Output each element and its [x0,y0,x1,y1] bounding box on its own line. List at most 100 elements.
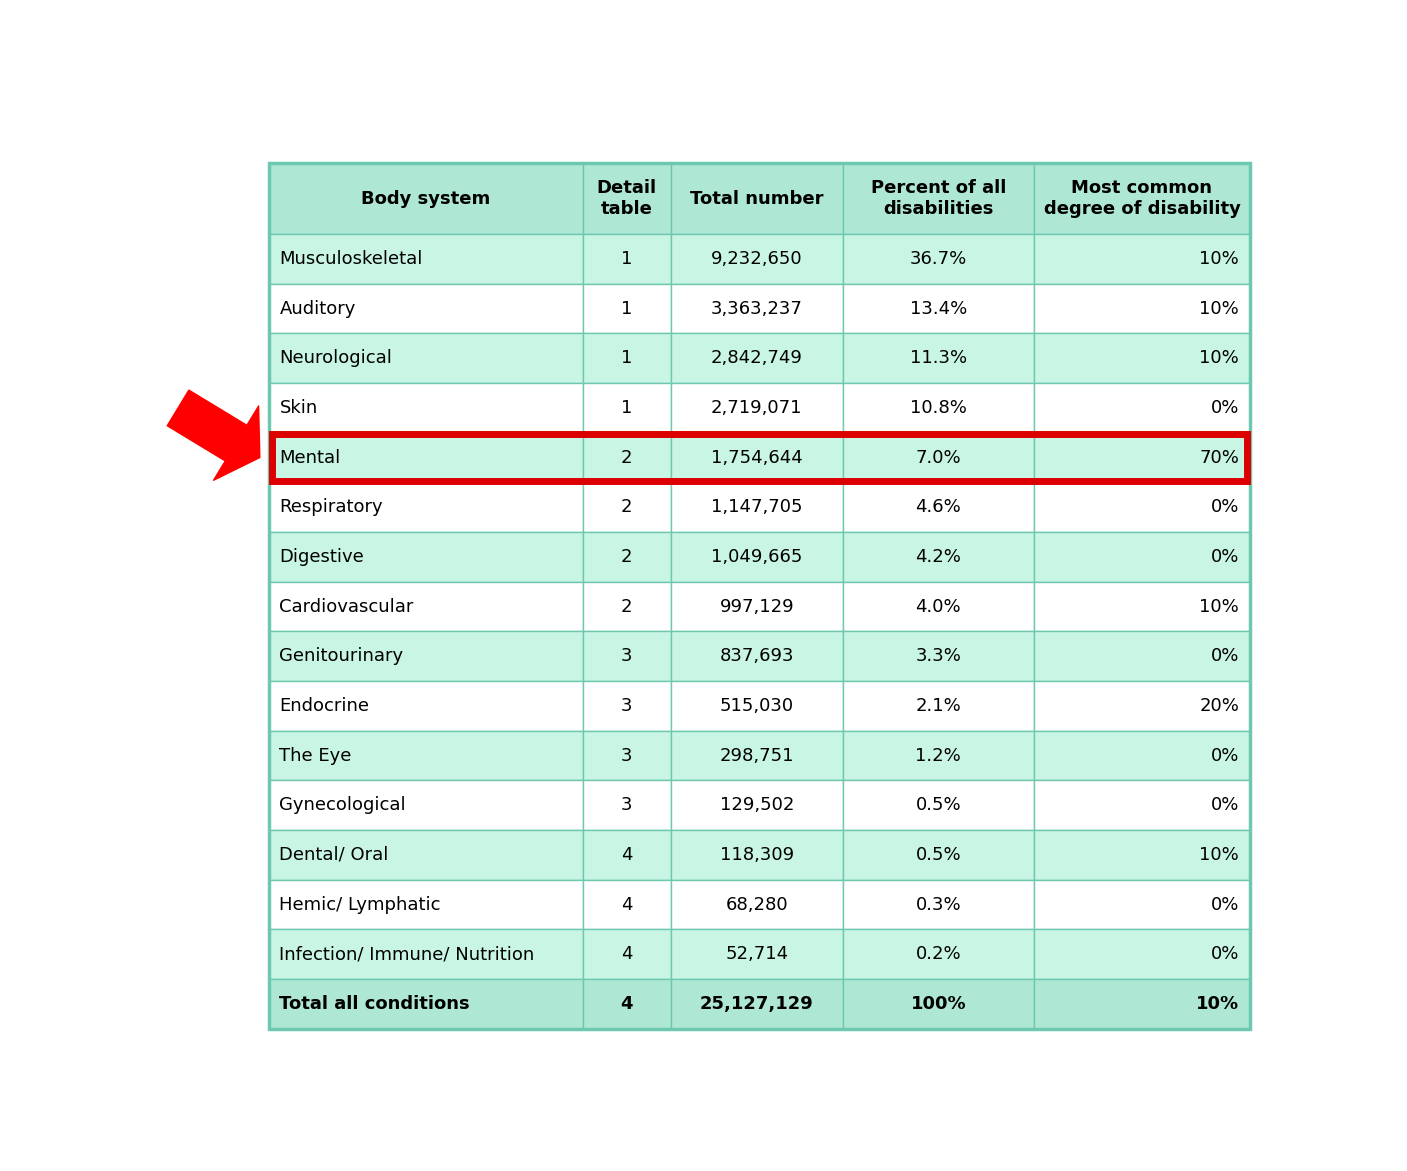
Bar [269,582,582,631]
Text: 68,280: 68,280 [726,896,788,913]
Text: 1: 1 [620,399,633,417]
Text: 52,714: 52,714 [725,945,788,964]
Text: Hemic/ Lymphatic: Hemic/ Lymphatic [280,896,440,913]
Bar [582,682,671,731]
Text: Percent of all
disabilities: Percent of all disabilities [871,179,1006,218]
Text: 4: 4 [620,896,633,913]
Text: Most common
degree of disability: Most common degree of disability [1044,179,1241,218]
Bar [1034,532,1249,582]
Text: 10%: 10% [1199,597,1240,616]
Bar [671,482,843,532]
Text: Auditory: Auditory [280,300,356,317]
Bar [269,532,582,582]
Bar [269,780,582,830]
Bar [269,879,582,930]
Text: 10%: 10% [1196,995,1240,1013]
Bar [1034,582,1249,631]
Bar [272,434,1247,481]
Text: 2: 2 [620,498,633,516]
Bar [269,234,582,283]
Text: Skin: Skin [280,399,318,417]
Text: Mental: Mental [280,448,340,466]
Text: 10%: 10% [1199,349,1240,368]
Text: 1: 1 [620,249,633,268]
Text: 2: 2 [620,448,633,466]
Text: Total all conditions: Total all conditions [280,995,470,1013]
Text: The Eye: The Eye [280,747,352,765]
Bar [843,631,1034,682]
Bar [671,283,843,334]
Text: 4.6%: 4.6% [916,498,961,516]
Bar [582,631,671,682]
Text: 997,129: 997,129 [719,597,794,616]
Bar [671,383,843,433]
Text: Gynecological: Gynecological [280,796,407,814]
Bar [582,334,671,383]
Text: 2: 2 [620,548,633,566]
Bar [582,383,671,433]
Bar [843,334,1034,383]
Text: Total number: Total number [689,190,823,207]
Bar [843,482,1034,532]
Text: 3: 3 [620,796,633,814]
Text: 1: 1 [620,300,633,317]
Text: 515,030: 515,030 [720,697,794,714]
Bar [671,631,843,682]
Text: 4.0%: 4.0% [916,597,961,616]
Bar [1034,334,1249,383]
Text: 0%: 0% [1210,747,1240,765]
Bar [843,383,1034,433]
Bar [843,433,1034,482]
Text: 0.5%: 0.5% [916,796,961,814]
Bar [1034,979,1249,1028]
Text: 3,363,237: 3,363,237 [711,300,803,317]
Bar [843,731,1034,780]
Bar [671,532,843,582]
Bar [269,383,582,433]
Bar [582,283,671,334]
Bar [843,780,1034,830]
Text: 1.2%: 1.2% [916,747,961,765]
Text: 0%: 0% [1210,548,1240,566]
Bar [582,731,671,780]
Text: Detail
table: Detail table [597,179,657,218]
Bar [1034,930,1249,979]
Text: 1,754,644: 1,754,644 [711,448,802,466]
Text: 118,309: 118,309 [720,845,794,864]
Text: 1: 1 [620,349,633,368]
Text: 10.8%: 10.8% [910,399,967,417]
Text: 100%: 100% [910,995,967,1013]
Bar [1034,482,1249,532]
Text: 20%: 20% [1199,697,1240,714]
Bar [1034,383,1249,433]
Text: Cardiovascular: Cardiovascular [280,597,414,616]
Text: 10%: 10% [1199,300,1240,317]
Bar [843,283,1034,334]
Text: 0%: 0% [1210,648,1240,665]
Text: 3.3%: 3.3% [916,648,961,665]
Text: 0%: 0% [1210,796,1240,814]
Bar [671,930,843,979]
Text: 25,127,129: 25,127,129 [699,995,813,1013]
Bar [582,979,671,1028]
Bar [269,482,582,532]
Text: 36.7%: 36.7% [910,249,967,268]
Text: 4: 4 [620,845,633,864]
Text: 0%: 0% [1210,945,1240,964]
Bar [671,682,843,731]
Text: 129,502: 129,502 [719,796,794,814]
Bar [671,433,843,482]
Text: 0.3%: 0.3% [916,896,961,913]
Text: 0.5%: 0.5% [916,845,961,864]
Bar [671,879,843,930]
Text: 7.0%: 7.0% [916,448,961,466]
Bar [1034,163,1249,234]
Text: Body system: Body system [362,190,490,207]
Bar [1034,780,1249,830]
Text: Neurological: Neurological [280,349,393,368]
Text: 4: 4 [620,945,633,964]
Text: 0%: 0% [1210,399,1240,417]
Bar [582,930,671,979]
Bar [1034,682,1249,731]
Bar [582,582,671,631]
